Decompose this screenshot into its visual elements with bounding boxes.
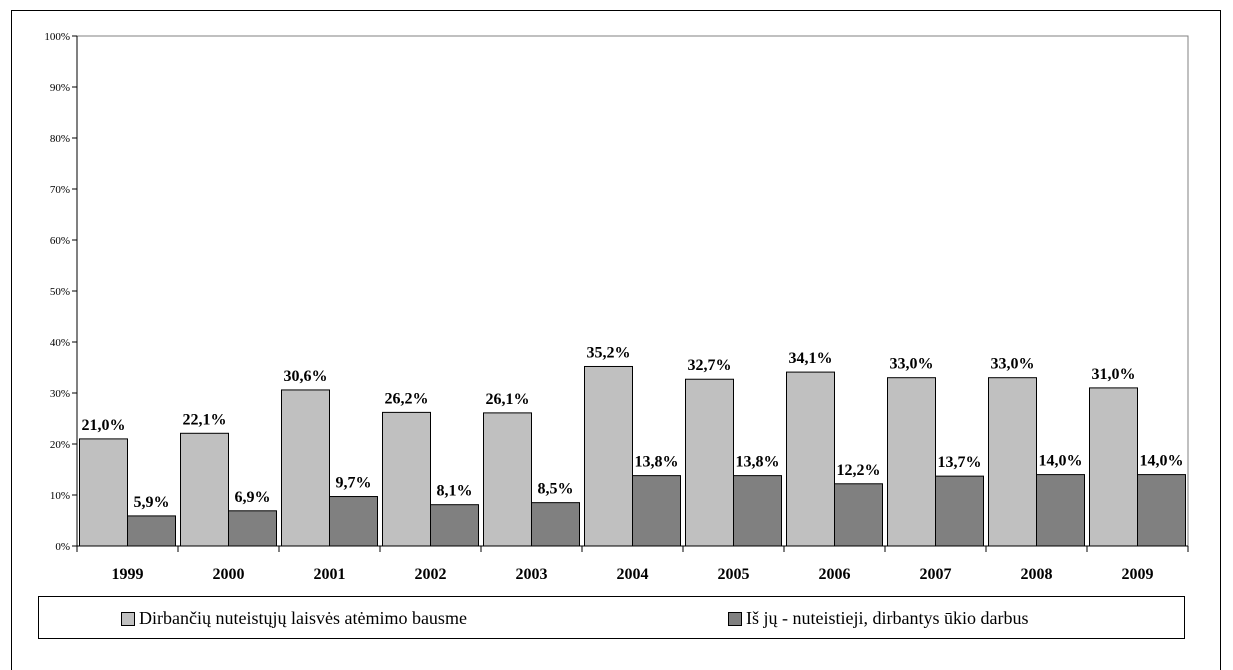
x-tick-label-2003: 2003 <box>516 566 548 583</box>
legend-swatch-series-1 <box>121 611 135 626</box>
y-tick-label-2: 20% <box>50 439 70 451</box>
data-label-series-2-2004: 13,8% <box>635 454 679 471</box>
y-tick-label-1: 10% <box>50 490 70 502</box>
y-tick-label-0: 0% <box>55 541 70 553</box>
bar-series-1-2001 <box>281 389 330 547</box>
data-label-series-1-2000: 22,1% <box>183 411 227 428</box>
x-tick-label-2004: 2004 <box>617 566 649 583</box>
data-label-series-1-2006: 34,1% <box>789 350 833 367</box>
y-tick-label-3: 30% <box>50 388 70 400</box>
y-tick-label-10: 100% <box>44 31 70 43</box>
data-label-series-1-2007: 33,0% <box>890 356 934 373</box>
bar-series-1-1999 <box>79 438 128 547</box>
data-label-series-1-2003: 26,1% <box>486 391 530 408</box>
data-label-series-2-2008: 14,0% <box>1039 453 1083 470</box>
legend-item-series-2: Iš jų - nuteistieji, dirbantys ūkio darb… <box>728 608 1028 629</box>
x-tick-label-2000: 2000 <box>213 566 245 583</box>
bar-series-2-2009 <box>1137 474 1186 547</box>
data-label-series-1-2005: 32,7% <box>688 357 732 374</box>
bar-series-2-2000 <box>228 510 277 547</box>
data-label-series-1-2002: 26,2% <box>385 390 429 407</box>
y-tick-label-7: 70% <box>50 184 70 196</box>
bar-series-2-2008 <box>1036 474 1085 547</box>
x-tick-label-2002: 2002 <box>415 566 447 583</box>
x-tick-label-1999: 1999 <box>112 566 144 583</box>
bar-series-2-1999 <box>127 515 176 547</box>
bar-series-2-2006 <box>834 483 883 547</box>
bar-series-2-2004 <box>632 475 681 547</box>
bar-series-2-2007 <box>935 475 984 547</box>
data-label-series-1-1999: 21,0% <box>82 417 126 434</box>
bar-series-1-2005 <box>685 378 734 547</box>
data-label-series-1-2008: 33,0% <box>991 356 1035 373</box>
data-label-series-1-2004: 35,2% <box>587 344 631 361</box>
x-tick-label-2006: 2006 <box>819 566 851 583</box>
bar-series-1-2009 <box>1089 387 1138 547</box>
y-tick-label-9: 90% <box>50 82 70 94</box>
x-tick-label-2005: 2005 <box>718 566 750 583</box>
data-label-series-2-2005: 13,8% <box>736 454 780 471</box>
bar-series-2-2002 <box>430 504 479 547</box>
bar-series-1-2007 <box>887 377 936 547</box>
data-label-series-2-2009: 14,0% <box>1140 453 1184 470</box>
bar-series-1-2006 <box>786 371 835 547</box>
chart-legend: Dirbančių nuteistųjų laisvės atėmimo bau… <box>38 596 1185 639</box>
data-label-series-2-2002: 8,1% <box>437 483 473 500</box>
bar-series-1-2000 <box>180 432 229 547</box>
y-tick-label-8: 80% <box>50 133 70 145</box>
legend-label-series-2: Iš jų - nuteistieji, dirbantys ūkio darb… <box>746 608 1029 628</box>
x-tick-label-2007: 2007 <box>920 566 952 583</box>
bar-series-1-2008 <box>988 377 1037 547</box>
x-tick-label-2001: 2001 <box>314 566 346 583</box>
bar-series-2-2005 <box>733 475 782 547</box>
data-label-series-1-2009: 31,0% <box>1092 366 1136 383</box>
data-label-series-1-2001: 30,6% <box>284 368 328 385</box>
bar-series-1-2002 <box>382 411 431 547</box>
data-label-series-2-2001: 9,7% <box>336 475 372 492</box>
legend-swatch-series-2 <box>728 611 742 626</box>
data-label-series-2-2007: 13,7% <box>938 454 982 471</box>
bar-series-1-2004 <box>584 365 633 547</box>
legend-label-series-1: Dirbančių nuteistųjų laisvės atėmimo bau… <box>139 608 467 628</box>
data-label-series-2-2003: 8,5% <box>538 481 574 498</box>
data-label-series-2-2000: 6,9% <box>235 489 271 506</box>
x-tick-label-2009: 2009 <box>1122 566 1154 583</box>
y-tick-label-6: 60% <box>50 235 70 247</box>
chart-frame <box>11 10 1221 670</box>
x-tick-label-2008: 2008 <box>1021 566 1053 583</box>
legend-item-series-1: Dirbančių nuteistųjų laisvės atėmimo bau… <box>121 608 467 629</box>
bar-series-2-2001 <box>329 496 378 547</box>
data-label-series-2-1999: 5,9% <box>134 494 170 511</box>
bar-series-1-2003 <box>483 412 532 547</box>
y-tick-label-5: 50% <box>50 286 70 298</box>
y-tick-label-4: 40% <box>50 337 70 349</box>
data-label-series-2-2006: 12,2% <box>837 462 881 479</box>
bar-series-2-2003 <box>531 502 580 547</box>
